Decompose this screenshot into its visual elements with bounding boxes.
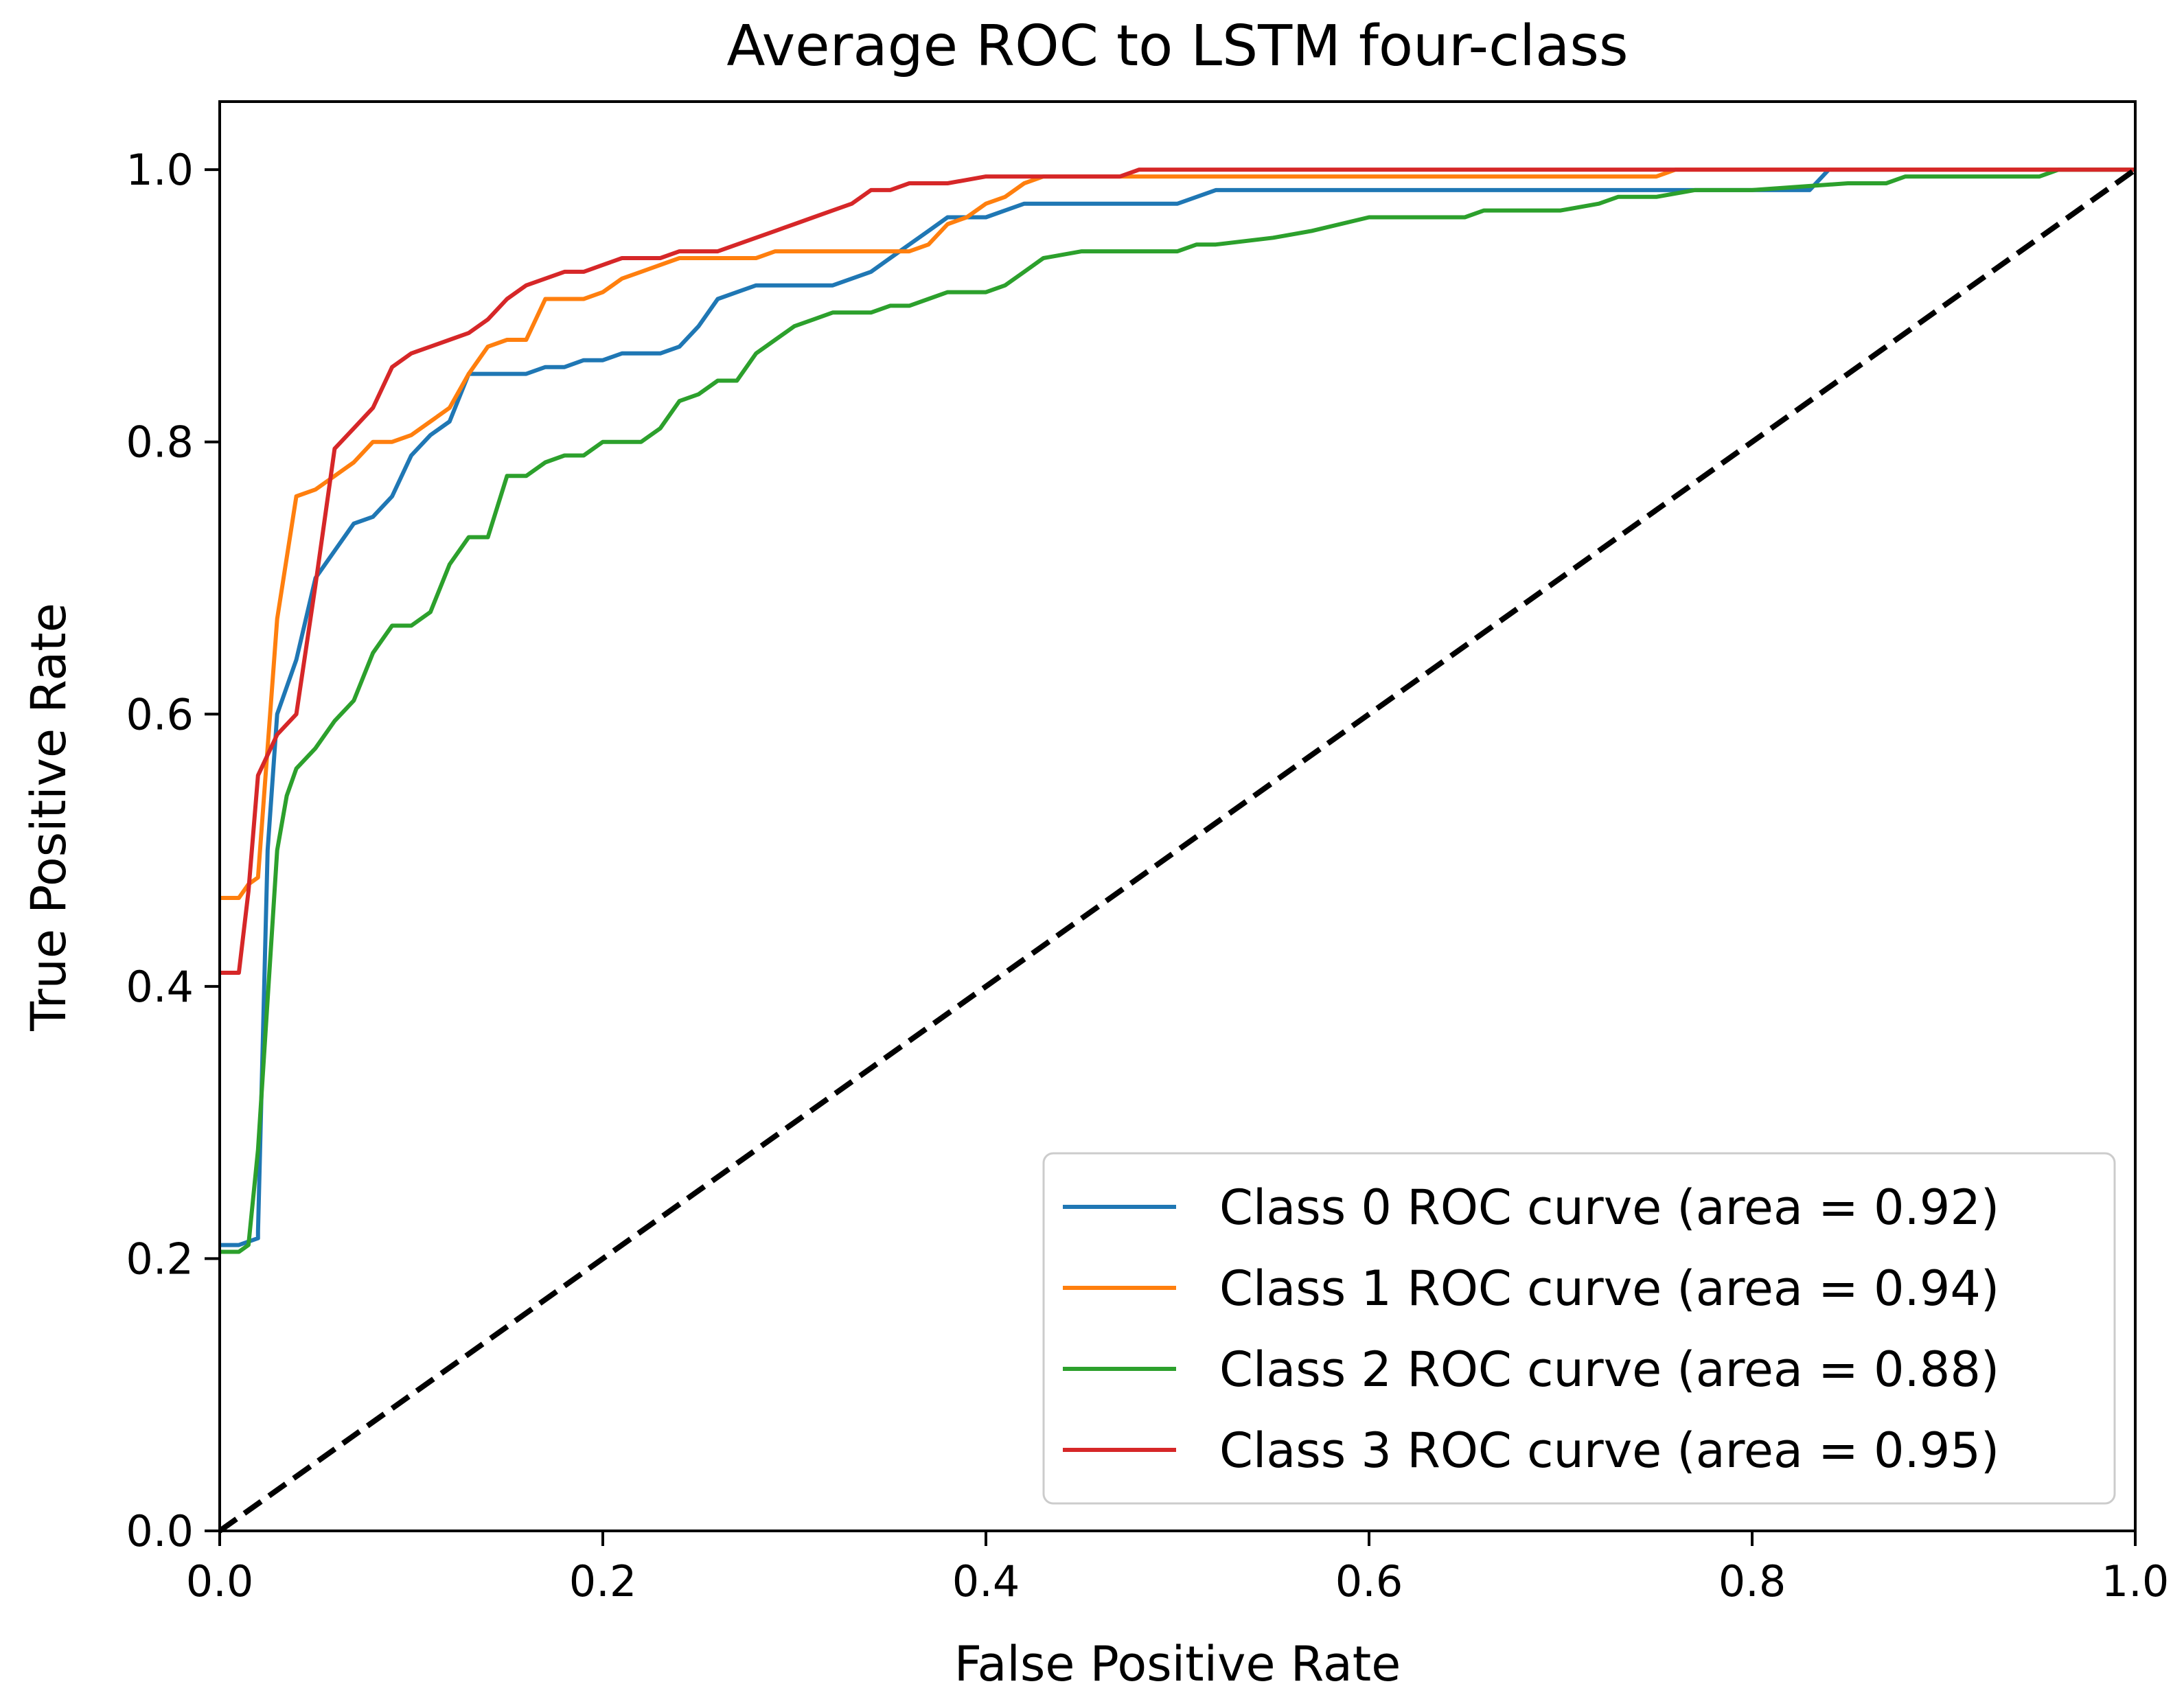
x-tick-label: 1.0 [2102, 1556, 2170, 1606]
plot-area [218, 167, 2137, 1534]
series-line-class-3 [220, 168, 2135, 975]
legend-label-class-0: Class 0 ROC curve (area = 0.92) [1219, 1179, 1999, 1236]
chart-title: Average ROC to LSTM four-class [726, 14, 1628, 79]
legend-label-class-1: Class 1 ROC curve (area = 0.94) [1219, 1260, 1999, 1317]
y-tick-label: 0.4 [126, 962, 194, 1012]
legend-label-class-2: Class 2 ROC curve (area = 0.88) [1219, 1341, 1999, 1398]
series-line-class-2 [220, 168, 2135, 1254]
legend-entries: Class 0 ROC curve (area = 0.92) Class 1 R… [1063, 1179, 1999, 1479]
legend: Class 0 ROC curve (area = 0.92) Class 1 R… [1042, 1152, 2116, 1505]
legend-label-class-3: Class 3 ROC curve (area = 0.95) [1219, 1422, 1999, 1479]
y-axis: 0.0 0.2 0.4 0.6 0.8 1.0 [126, 145, 220, 1556]
x-tick-label: 0.2 [569, 1556, 637, 1606]
x-axis-label: False Positive Rate [954, 1636, 1401, 1692]
x-axis: 0.0 0.2 0.4 0.6 0.8 1.0 [186, 1531, 2170, 1606]
series-line-class-0 [220, 168, 2135, 1247]
y-tick-label: 0.0 [126, 1506, 194, 1556]
axes-frame [218, 100, 2137, 1532]
x-tick-label: 0.0 [186, 1556, 254, 1606]
x-tick-label: 0.4 [952, 1556, 1020, 1606]
legend-box [1042, 1152, 2116, 1505]
y-tick-label: 0.8 [126, 417, 194, 468]
y-axis-label: True Positive Rate [21, 603, 77, 1032]
x-tick-label: 0.6 [1335, 1556, 1403, 1606]
y-tick-label: 0.2 [126, 1234, 194, 1284]
y-tick-label: 0.6 [126, 689, 194, 739]
x-tick-label: 0.8 [1719, 1556, 1786, 1606]
y-tick-label: 1.0 [126, 145, 194, 195]
